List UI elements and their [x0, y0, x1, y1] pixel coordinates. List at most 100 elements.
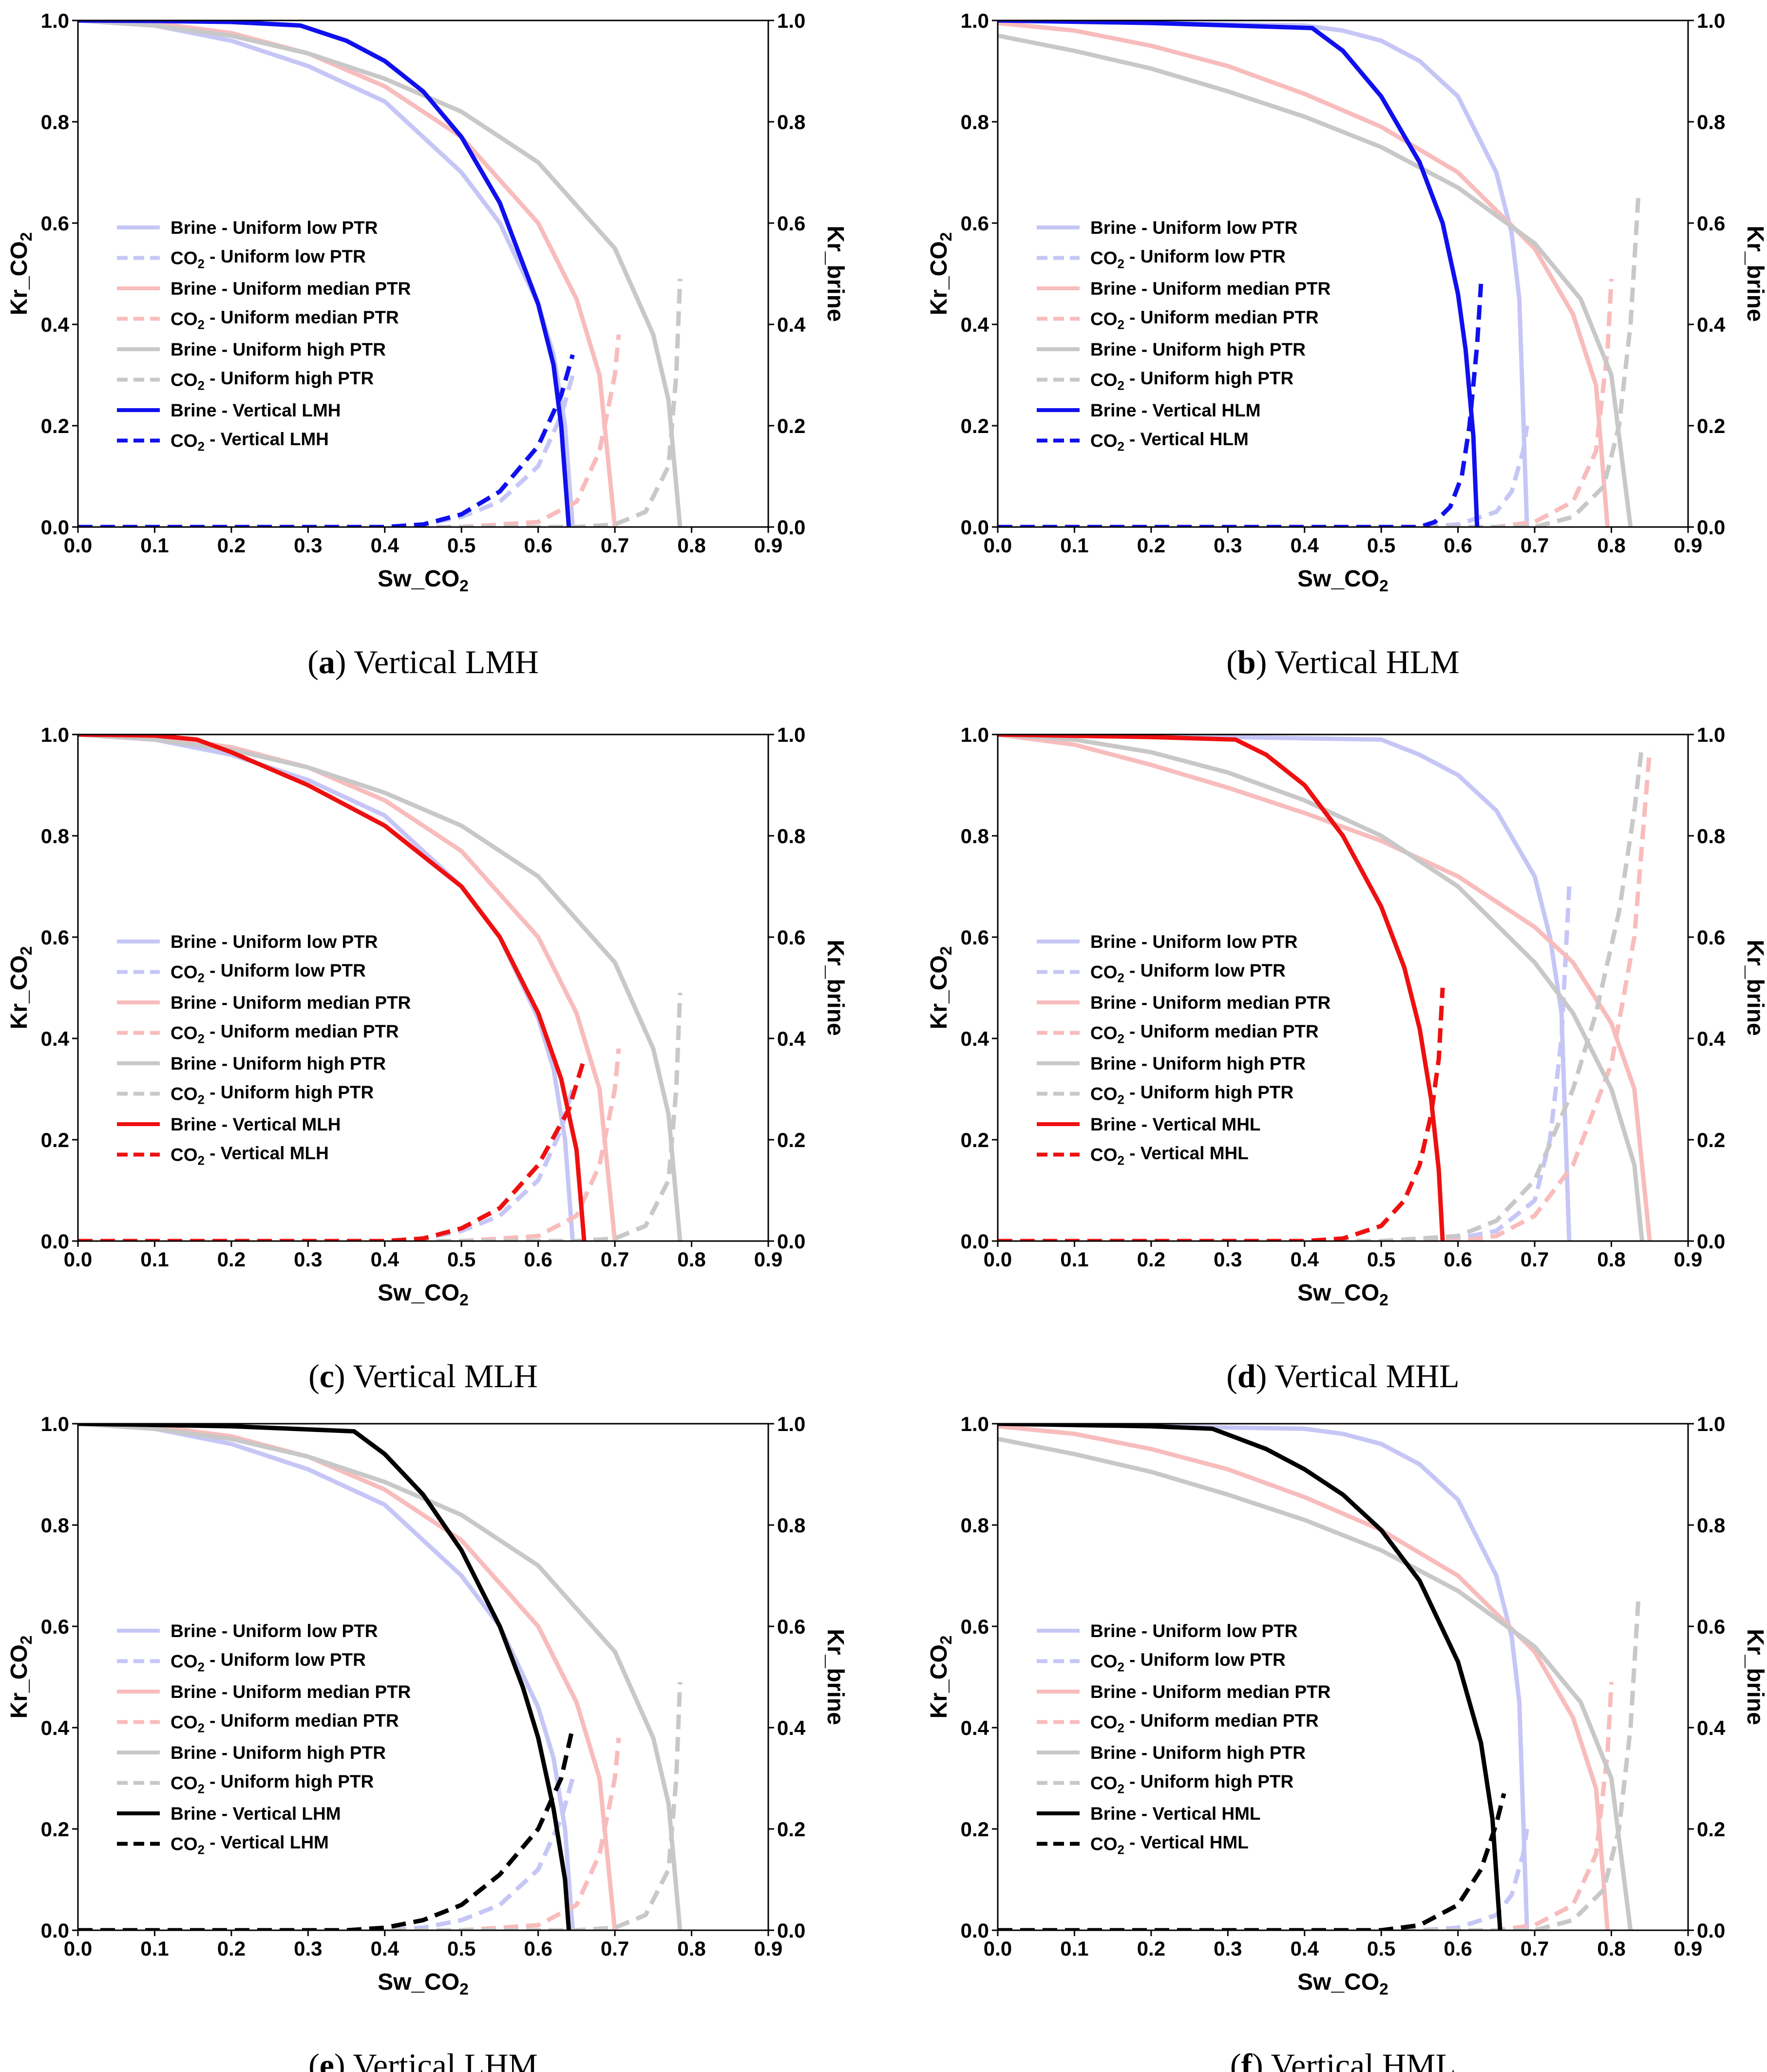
x-tick-label: 0.1 — [140, 534, 169, 557]
y-axis-label-right: Kr_brine — [1742, 1629, 1767, 1725]
legend-label: Brine - Uniform high PTR — [171, 1054, 386, 1074]
x-tick-label: 0.2 — [1137, 534, 1165, 557]
series-group — [998, 20, 1641, 527]
legend-label: CO2 - Vertical MLH — [171, 1143, 329, 1168]
series-line-1 — [998, 20, 1529, 527]
legend-label: CO2 - Uniform high PTR — [171, 1771, 374, 1796]
plot-frame — [997, 734, 1689, 1242]
x-tick-label: 0.5 — [1367, 1248, 1395, 1271]
y-tick-label-left: 0.0 — [961, 516, 989, 539]
x-tick-label: 0.8 — [677, 1248, 705, 1271]
y-tick-label-right: 0.0 — [777, 516, 805, 539]
series-line-5 — [78, 20, 683, 527]
x-tick-label: 0.1 — [1060, 1937, 1088, 1960]
panel-caption: (d) Vertical MHL — [1226, 1357, 1459, 1394]
legend-label: Brine - Uniform high PTR — [1090, 1743, 1306, 1763]
caption-letter: a — [319, 643, 335, 680]
x-tick-label: 0.4 — [1291, 1937, 1319, 1960]
y-tick-label-right: 1.0 — [777, 1413, 805, 1435]
plot-frame — [77, 734, 769, 1242]
legend-label: CO2 - Uniform low PTR — [1090, 961, 1286, 985]
y-tick-label-left: 0.6 — [961, 212, 989, 235]
legend-label: CO2 - Uniform median PTR — [1090, 1021, 1319, 1046]
x-tick-label: 0.0 — [984, 1937, 1012, 1960]
y-tick-label-left: 0.2 — [41, 1818, 69, 1841]
series-line-1 — [998, 735, 1572, 1241]
series-line-5 — [998, 735, 1644, 1241]
x-tick-label: 0.8 — [1597, 534, 1625, 557]
series-line-1 — [78, 20, 575, 527]
y-tick-label-right: 0.4 — [1697, 1716, 1726, 1739]
y-tick-label-right: 0.2 — [777, 1818, 805, 1841]
legend: Brine - Uniform low PTR CO2 - Uniform low… — [117, 932, 411, 1168]
legend-label: CO2 - Uniform high PTR — [171, 368, 374, 393]
y-tick-label-left: 0.8 — [961, 1514, 989, 1537]
y-tick-label-left: 0.2 — [961, 1818, 989, 1841]
x-tick-label: 0.2 — [217, 1248, 246, 1271]
x-tick-label: 0.7 — [1520, 1937, 1549, 1960]
x-tick-label: 0.5 — [447, 534, 475, 557]
y-tick-label-left: 0.0 — [961, 1230, 989, 1253]
y-axis-label-right: Kr_brine — [822, 226, 848, 321]
x-tick-label: 0.9 — [1674, 534, 1702, 557]
legend-label: Brine - Uniform low PTR — [171, 932, 378, 952]
x-tick-label: 0.7 — [1520, 1248, 1549, 1271]
legend-label: CO2 - Uniform low PTR — [171, 246, 366, 271]
y-tick-label-left: 1.0 — [41, 1413, 69, 1435]
legend: Brine - Uniform low PTR CO2 - Uniform low… — [117, 218, 411, 453]
series-line-2 — [78, 374, 575, 527]
chart-panel-c: 0.0 0.1 0.2 0.3 0.4 0.5 0.6 0.7 0.8 0.90.0 0.00.2 0… — [6, 723, 848, 1394]
legend-label: CO2 - Uniform median PTR — [1090, 1711, 1319, 1735]
y-tick-label-right: 1.0 — [777, 723, 805, 746]
y-tick-label-right: 0.8 — [1697, 111, 1725, 133]
series-line-2 — [998, 425, 1529, 527]
legend-label: CO2 - Vertical HML — [1090, 1832, 1249, 1857]
legend-label: Brine - Uniform low PTR — [1090, 218, 1298, 238]
y-tick-label-left: 0.4 — [961, 1027, 989, 1050]
legend-label: Brine - Uniform high PTR — [1090, 339, 1306, 359]
y-tick-label-right: 0.2 — [777, 1129, 805, 1151]
y-tick-label-left: 0.8 — [961, 825, 989, 848]
caption-text: ) Vertical HML — [1252, 2047, 1456, 2072]
y-tick-label-right: 0.0 — [1697, 1919, 1725, 1942]
y-tick-label-left: 1.0 — [41, 9, 69, 32]
x-tick-label: 0.7 — [601, 1248, 629, 1271]
y-axis-label-left: Kr_CO2 — [6, 946, 36, 1030]
legend-label: CO2 - Uniform low PTR — [1090, 246, 1286, 271]
plot-frame — [77, 19, 769, 528]
legend-label: CO2 - Uniform median PTR — [171, 1711, 399, 1735]
series-line-7 — [78, 735, 587, 1241]
series-line-3 — [998, 20, 1610, 527]
legend-label: CO2 - Vertical LHM — [171, 1832, 329, 1857]
x-tick-label: 0.1 — [1060, 1248, 1088, 1271]
x-tick-label: 0.6 — [1444, 1248, 1472, 1271]
y-tick-label-left: 0.0 — [41, 1230, 69, 1253]
legend-label: Brine - Uniform low PTR — [171, 218, 378, 238]
plot-frame — [77, 1423, 769, 1931]
series-line-6 — [78, 279, 683, 527]
x-tick-label: 0.3 — [294, 1937, 322, 1960]
x-tick-label: 0.0 — [64, 1937, 92, 1960]
legend-label: Brine - Uniform high PTR — [171, 1743, 386, 1763]
legend-label: CO2 - Uniform high PTR — [171, 1082, 374, 1107]
y-tick-label-right: 0.6 — [1697, 926, 1725, 949]
x-tick-label: 0.9 — [1674, 1937, 1702, 1960]
y-tick-label-right: 0.0 — [1697, 1230, 1725, 1253]
x-tick-label: 0.4 — [371, 1248, 399, 1271]
legend-label: CO2 - Uniform low PTR — [1090, 1650, 1286, 1674]
x-axis-label: Sw_CO2 — [1297, 566, 1388, 595]
y-tick-label-right: 1.0 — [1697, 723, 1725, 746]
legend: Brine - Uniform low PTR CO2 - Uniform low… — [1037, 932, 1330, 1168]
legend-label: Brine - Uniform median PTR — [171, 993, 411, 1013]
legend-label: Brine - Uniform median PTR — [171, 1682, 411, 1702]
x-tick-label: 0.1 — [140, 1248, 169, 1271]
legend: Brine - Uniform low PTR CO2 - Uniform low… — [117, 1621, 411, 1857]
x-tick-label: 0.6 — [524, 534, 552, 557]
x-tick-label: 0.3 — [1214, 1248, 1242, 1271]
legend-label: Brine - Uniform median PTR — [1090, 993, 1330, 1013]
series-line-6 — [78, 993, 683, 1241]
panel-caption: (c) Vertical MLH — [308, 1357, 538, 1394]
y-tick-label-left: 0.4 — [961, 1716, 989, 1739]
y-tick-label-right: 0.8 — [1697, 1514, 1725, 1537]
y-tick-label-right: 1.0 — [777, 9, 805, 32]
